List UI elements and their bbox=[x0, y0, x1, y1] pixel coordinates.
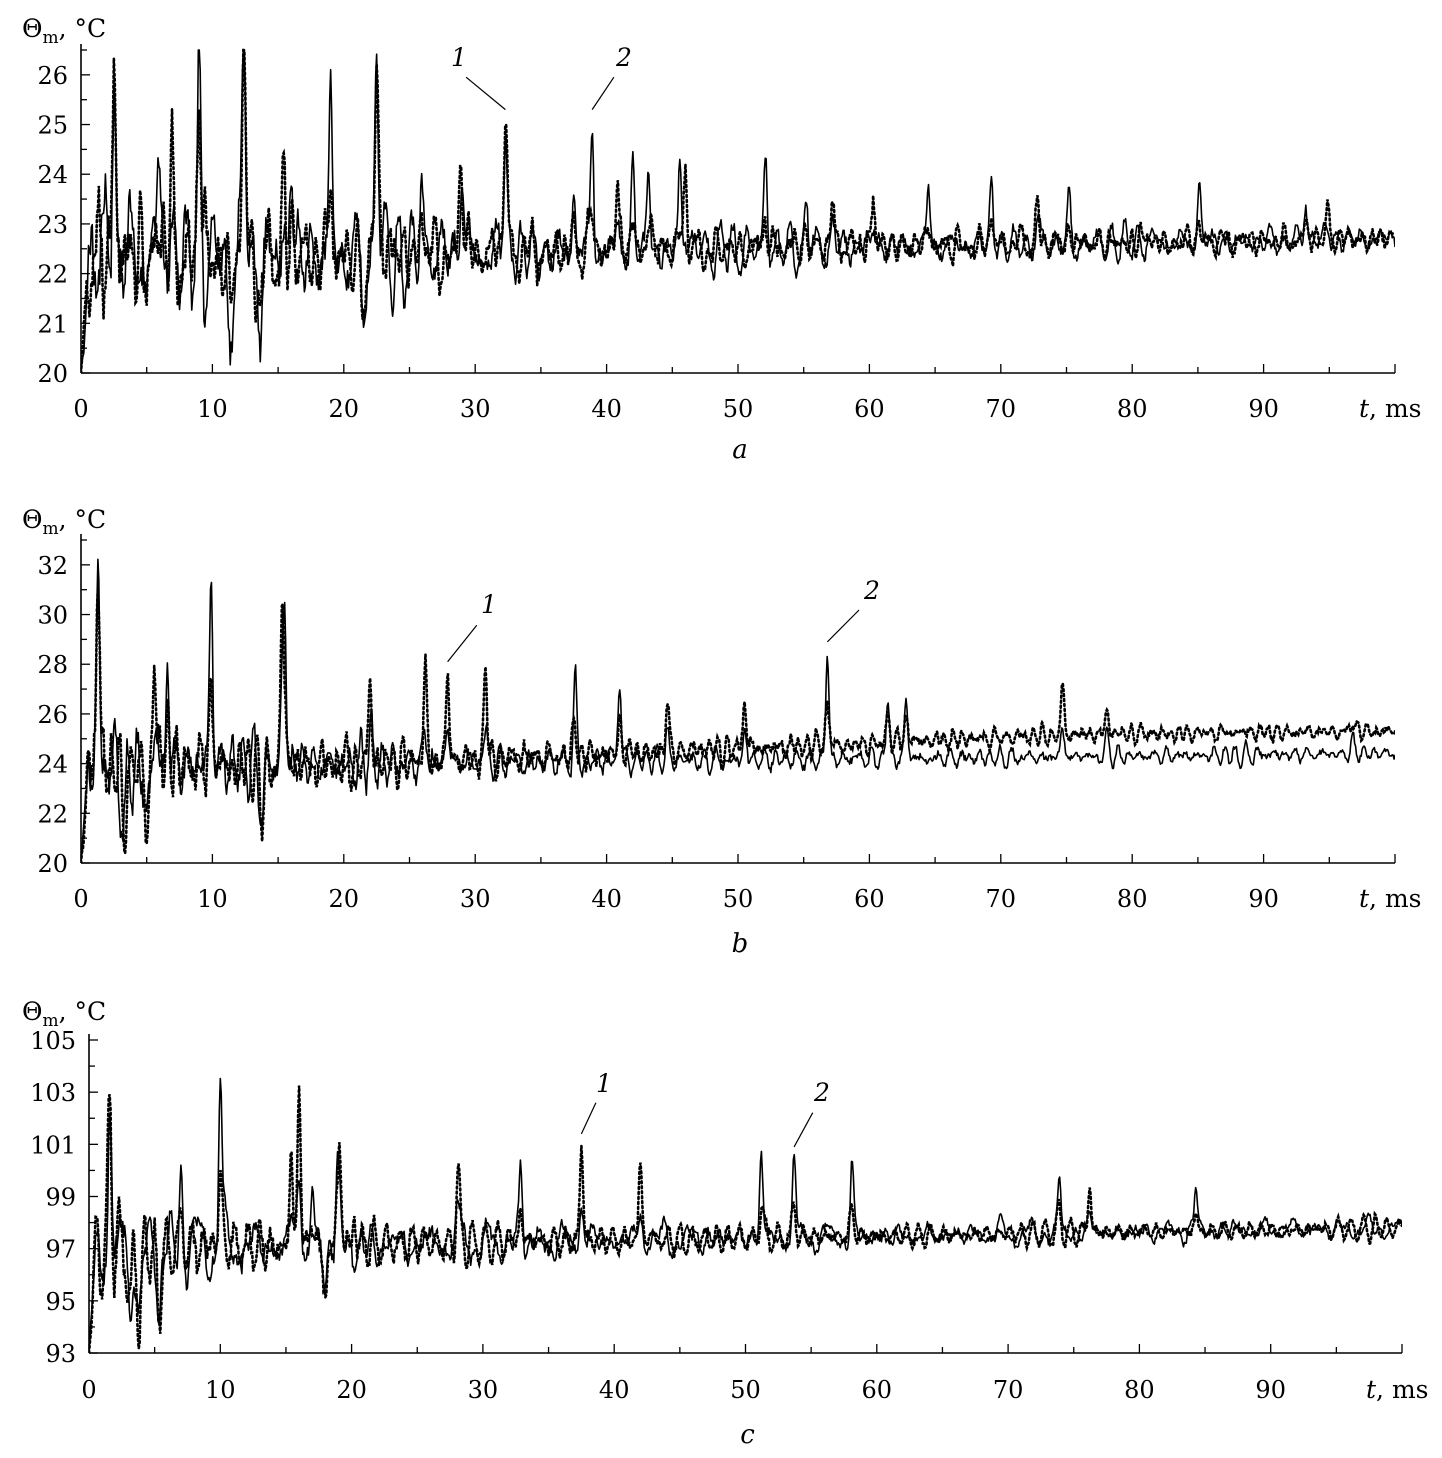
y-tick-label: 24 bbox=[37, 751, 68, 779]
callout-label-2: 2 bbox=[813, 1078, 830, 1107]
x-tick-label: 20 bbox=[329, 395, 360, 423]
x-tick-label: 30 bbox=[460, 885, 491, 913]
x-tick-label: 70 bbox=[986, 395, 1017, 423]
x-tick-label: 60 bbox=[862, 1376, 893, 1404]
y-tick-label: 30 bbox=[37, 602, 68, 630]
x-tick-label: 10 bbox=[197, 885, 228, 913]
x-tick-label: 70 bbox=[993, 1376, 1024, 1404]
y-tick-label: 20 bbox=[37, 360, 68, 388]
x-tick-label: 30 bbox=[460, 395, 491, 423]
x-tick-label: 10 bbox=[197, 395, 228, 423]
callout-label-1: 1 bbox=[481, 590, 497, 619]
x-tick-label: 0 bbox=[73, 885, 88, 913]
callout-label-2: 2 bbox=[863, 576, 880, 605]
x-tick-label: 80 bbox=[1117, 885, 1148, 913]
y-tick-label: 103 bbox=[30, 1079, 76, 1107]
series-line-1 bbox=[81, 588, 1395, 863]
y-tick-label: 26 bbox=[37, 701, 68, 729]
y-tick-label: 20 bbox=[37, 850, 68, 878]
x-tick-label: 40 bbox=[591, 885, 622, 913]
y-axis-label: Θm, °C bbox=[22, 505, 106, 539]
x-tick-label: 0 bbox=[81, 1376, 96, 1404]
y-tick-label: 101 bbox=[30, 1131, 76, 1159]
panel-label: b bbox=[732, 929, 749, 959]
chart-panel-b: 0 10 20 30 40 50 60 70 80 90 20 22 24 26 28 30 32 Θm, °C t… bbox=[22, 505, 1421, 959]
callout-leader-2 bbox=[826, 609, 860, 643]
callout-label-1: 1 bbox=[596, 1069, 612, 1098]
x-tick-label: 20 bbox=[336, 1376, 367, 1404]
x-tick-label: 10 bbox=[205, 1376, 236, 1404]
y-tick-label: 95 bbox=[45, 1288, 76, 1316]
y-tick-label: 21 bbox=[37, 310, 68, 338]
series-line-2 bbox=[89, 1077, 1402, 1353]
callout-label-2: 2 bbox=[615, 43, 632, 72]
x-tick-label: 40 bbox=[599, 1376, 630, 1404]
y-tick-label: 24 bbox=[37, 161, 68, 189]
x-tick-label: 90 bbox=[1248, 885, 1279, 913]
x-tick-label: 90 bbox=[1255, 1376, 1286, 1404]
y-axis-label: Θm, °C bbox=[22, 997, 106, 1031]
panel-label: c bbox=[740, 1420, 755, 1450]
callout-leader-2 bbox=[591, 76, 615, 110]
x-tick-label: 30 bbox=[468, 1376, 499, 1404]
x-tick-label: 80 bbox=[1117, 395, 1148, 423]
series-line-2 bbox=[81, 49, 1395, 373]
x-axis-label: t, ms bbox=[1366, 1375, 1428, 1404]
y-axis-label: Θm, °C bbox=[22, 14, 106, 48]
panel-label: a bbox=[732, 435, 748, 465]
x-tick-label: 50 bbox=[723, 395, 754, 423]
y-tick-label: 32 bbox=[37, 552, 68, 580]
y-tick-label: 26 bbox=[37, 62, 68, 90]
x-tick-label: 50 bbox=[730, 1376, 761, 1404]
x-axis-label: t, ms bbox=[1359, 394, 1421, 423]
series-line-1 bbox=[89, 1085, 1402, 1353]
x-tick-label: 60 bbox=[854, 395, 885, 423]
x-tick-label: 60 bbox=[854, 885, 885, 913]
chart-panel-c: 0 10 20 30 40 50 60 70 80 90 93 95 97 99 101 103 105Θm, … bbox=[22, 997, 1428, 1450]
series-line-2 bbox=[81, 558, 1395, 863]
x-tick-label: 0 bbox=[73, 395, 88, 423]
y-tick-label: 93 bbox=[45, 1340, 76, 1368]
callout-label-1: 1 bbox=[451, 43, 467, 72]
x-tick-label: 90 bbox=[1248, 395, 1279, 423]
y-tick-label: 28 bbox=[37, 651, 68, 679]
callout-leader-1 bbox=[447, 624, 478, 663]
y-tick-label: 99 bbox=[45, 1184, 76, 1212]
y-tick-label: 23 bbox=[37, 211, 68, 239]
x-tick-label: 70 bbox=[986, 885, 1017, 913]
y-tick-label: 22 bbox=[37, 800, 68, 828]
callout-leader-2 bbox=[793, 1112, 814, 1148]
y-tick-label: 97 bbox=[45, 1236, 76, 1264]
x-tick-label: 20 bbox=[329, 885, 360, 913]
x-tick-label: 80 bbox=[1124, 1376, 1155, 1404]
x-tick-label: 50 bbox=[723, 885, 754, 913]
y-tick-label: 22 bbox=[37, 261, 68, 289]
y-tick-label: 105 bbox=[30, 1027, 76, 1055]
y-tick-label: 25 bbox=[37, 112, 68, 140]
x-axis-label: t, ms bbox=[1359, 884, 1421, 913]
x-tick-label: 40 bbox=[591, 395, 622, 423]
callout-leader-1 bbox=[580, 1102, 597, 1135]
callout-leader-1 bbox=[465, 76, 506, 111]
